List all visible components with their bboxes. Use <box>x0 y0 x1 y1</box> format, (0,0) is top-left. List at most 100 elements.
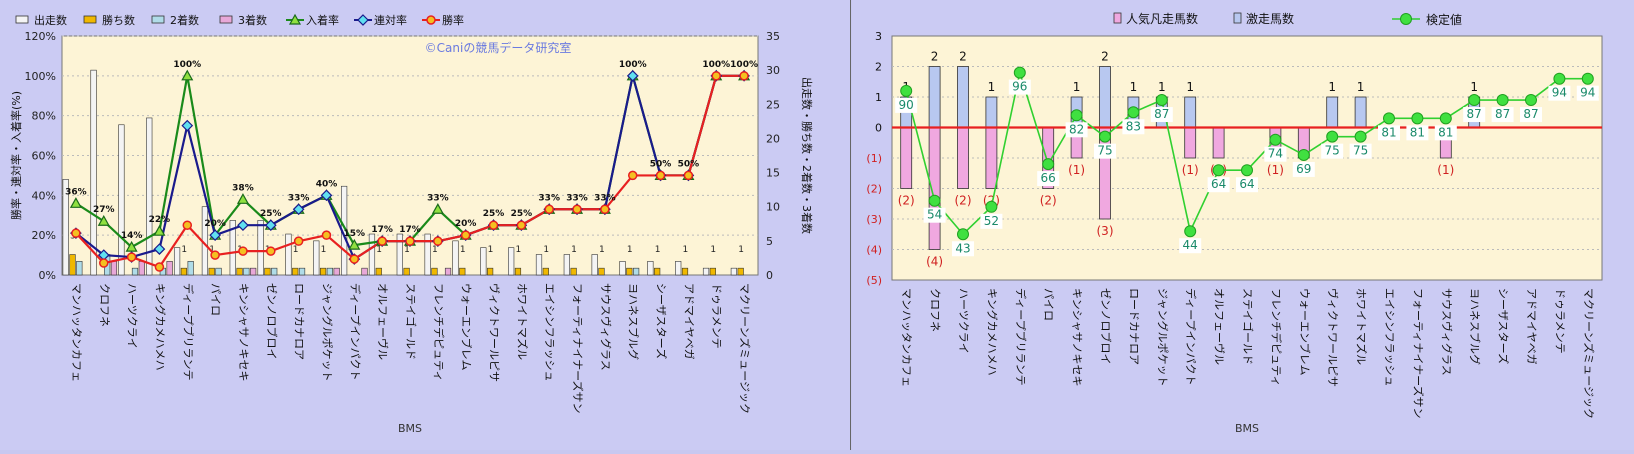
place-rate-label: 50% <box>650 159 672 169</box>
point-top2-rate <box>264 219 277 232</box>
bar-wins <box>208 267 215 276</box>
bar-wins <box>598 267 605 276</box>
legend-label: 検定値 <box>1426 12 1462 27</box>
point-test-value <box>1269 133 1282 146</box>
y-tick-right: 25 <box>766 98 780 111</box>
y-tick: (2) <box>866 183 882 196</box>
test-value-label-bg <box>952 241 974 257</box>
y-tick-left: 0% <box>39 269 56 282</box>
test-value-label-bg <box>923 207 946 223</box>
point-test-value <box>1468 94 1481 107</box>
test-value-label: 52 <box>984 214 999 228</box>
point-test-value <box>1155 94 1168 107</box>
point-top2-rate <box>292 203 305 216</box>
bar-second <box>243 267 250 276</box>
win-count-label: 1 <box>488 245 494 255</box>
test-value-label: 82 <box>1069 122 1084 136</box>
test-value-label: 69 <box>1296 162 1311 176</box>
legend-label: 激走馬数 <box>1246 11 1294 26</box>
place-rate-label: 25% <box>483 209 505 219</box>
upset-count-label: 1 <box>1470 80 1478 94</box>
legend-swatch <box>15 15 29 24</box>
bms-test-value-chart: (5)(4)(3)(2)(1)0123122112111111(2)(4)(2)… <box>866 11 1603 435</box>
bar-third <box>166 261 173 276</box>
right-chart-panel: (5)(4)(3)(2)(1)0123122112111111(2)(4)(2)… <box>852 0 1634 450</box>
place-rate-label: 100% <box>730 60 758 70</box>
test-value-label: 96 <box>1012 80 1027 94</box>
test-value-label: 87 <box>1495 107 1510 121</box>
y-axis-label-left: 勝率・連対率・入着率(%) <box>9 91 23 220</box>
win-count-label: 1 <box>655 245 661 255</box>
place-rate-label: 25% <box>511 209 533 219</box>
y-tick: 0 <box>875 122 882 135</box>
category-label: クロフネ <box>98 283 111 327</box>
bar-wins <box>542 267 549 276</box>
place-rate-label: 17% <box>399 225 421 235</box>
legend-swatch <box>1113 12 1122 24</box>
upset-count-label: 1 <box>1130 80 1138 94</box>
bar-wins <box>180 267 187 276</box>
bar-runs <box>285 233 292 276</box>
y-tick: 2 <box>875 61 882 74</box>
test-value-label-bg <box>1406 125 1429 141</box>
category-label: ハーツクライ <box>126 283 139 349</box>
point-test-value <box>1383 112 1395 125</box>
bar-wins <box>292 267 299 276</box>
category-label: キングカメハメハ <box>985 288 999 376</box>
point-win-rate <box>655 170 666 181</box>
category-label: アドマイヤベガ <box>682 283 695 360</box>
bar-popular-loser <box>985 127 998 189</box>
category-label: キンシャサノキセキ <box>237 283 250 381</box>
y-tick: (5) <box>866 274 882 287</box>
test-value-label: 75 <box>1097 144 1112 158</box>
bar-upset-winner <box>1326 96 1339 128</box>
point-top2-rate <box>320 189 333 202</box>
point-win-rate <box>154 262 165 272</box>
point-test-value <box>985 200 998 213</box>
point-win-rate <box>488 220 499 230</box>
point-place-rate <box>348 238 361 250</box>
test-value-label: 64 <box>1239 177 1254 191</box>
place-rate-label: 17% <box>371 225 393 235</box>
loser-count-label: (1) <box>1437 163 1454 177</box>
bar-upset-winner <box>1099 66 1111 128</box>
bar-wins <box>487 267 494 276</box>
bar-runs <box>452 240 459 276</box>
x-axis-label: BMS <box>1235 422 1259 435</box>
category-label: パイロ <box>1042 288 1055 321</box>
category-label: エイシンフラッシュ <box>1383 288 1396 387</box>
legend-label: 入着率 <box>306 13 339 27</box>
category-label: ホワイトマズル <box>515 283 529 360</box>
legend-label: 2着数 <box>170 13 199 27</box>
category-label: ヨハネスブルグ <box>627 283 641 360</box>
bar-runs <box>675 261 682 276</box>
bar-wins <box>264 267 271 276</box>
point-win-rate <box>516 220 527 230</box>
point-top2-rate <box>209 229 221 242</box>
test-value-label-bg <box>1065 122 1088 138</box>
win-count-label: 1 <box>181 245 187 255</box>
test-value-label: 44 <box>1183 238 1198 252</box>
bar-wins <box>681 267 689 276</box>
place-rate-label: 15% <box>344 229 366 239</box>
win-count-label: 1 <box>293 245 299 255</box>
point-win-rate <box>99 258 109 268</box>
bar-wins <box>654 267 661 276</box>
bar-second <box>187 261 194 276</box>
point-test-value <box>1439 112 1452 125</box>
point-place-rate <box>236 193 249 204</box>
y-tick: (1) <box>866 152 882 165</box>
bar-third <box>250 267 257 276</box>
win-count-label: 1 <box>627 245 633 255</box>
category-label: キングカメハメハ <box>153 283 167 371</box>
bar-second <box>326 267 333 276</box>
point-test-value <box>1099 130 1111 143</box>
upset-count-label: 1 <box>1158 80 1166 94</box>
test-value-label: 75 <box>1325 144 1340 158</box>
test-value-label-bg <box>1378 125 1400 141</box>
bar-upset-winner <box>1184 96 1197 128</box>
point-test-value <box>1581 72 1594 85</box>
win-count-label: 1 <box>432 245 438 255</box>
category-label: クロフネ <box>929 288 942 332</box>
test-value-label-bg <box>1292 161 1315 177</box>
